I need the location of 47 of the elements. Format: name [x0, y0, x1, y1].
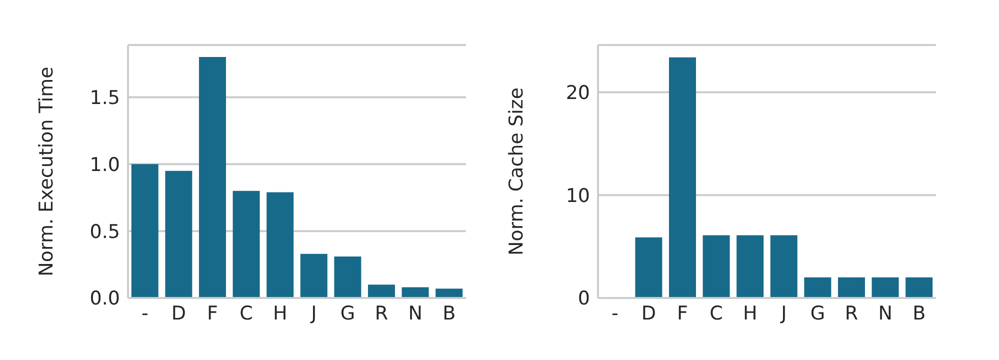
bar: [804, 277, 832, 298]
x-tick-label: R: [844, 302, 858, 324]
x-tick-label: H: [742, 302, 758, 324]
bar: [635, 237, 662, 298]
bar: [702, 235, 730, 298]
bar: [266, 192, 294, 298]
x-tick-label: D: [171, 302, 186, 324]
bar: [232, 190, 260, 298]
x-tick-label: G: [340, 302, 356, 324]
x-tick-label: J: [780, 302, 787, 324]
y-tick-label: 1.0: [90, 154, 120, 176]
bar: [906, 277, 933, 298]
bar: [770, 235, 798, 298]
bar: [198, 57, 226, 298]
y-tick-label: 0.0: [90, 288, 120, 310]
x-tick-label: C: [710, 302, 723, 324]
x-tick-label: F: [207, 302, 218, 324]
x-tick-label: C: [240, 302, 253, 324]
bar: [131, 164, 158, 298]
bar: [368, 284, 395, 298]
bar: [165, 170, 192, 298]
x-tick-label: F: [677, 302, 688, 324]
x-tick-label: H: [272, 302, 288, 324]
x-tick-label: -: [141, 302, 148, 324]
y-tick-label: 20: [566, 82, 590, 104]
x-tick-label: D: [641, 302, 656, 324]
bar: [838, 277, 865, 298]
bar: [436, 288, 463, 298]
x-tick-label: R: [374, 302, 388, 324]
bar: [872, 277, 899, 298]
bar: [334, 256, 362, 298]
x-tick-label: -: [611, 302, 618, 324]
x-tick-label: N: [878, 302, 892, 324]
x-tick-label: B: [912, 302, 926, 324]
bar: [736, 235, 764, 298]
y-tick-label: 0.5: [90, 220, 120, 243]
y-tick-label: 10: [566, 184, 590, 207]
y-tick-label: 0: [578, 288, 590, 310]
y-axis-title: Norm. Execution Time: [36, 66, 58, 276]
x-tick-label: J: [310, 302, 317, 324]
bar: [300, 254, 328, 298]
x-tick-label: B: [442, 302, 456, 324]
y-tick-label: 1.5: [90, 86, 120, 109]
y-axis-title: Norm. Cache Size: [506, 87, 528, 256]
bar: [668, 57, 696, 298]
x-tick-label: G: [810, 302, 826, 324]
x-tick-label: N: [408, 302, 422, 324]
